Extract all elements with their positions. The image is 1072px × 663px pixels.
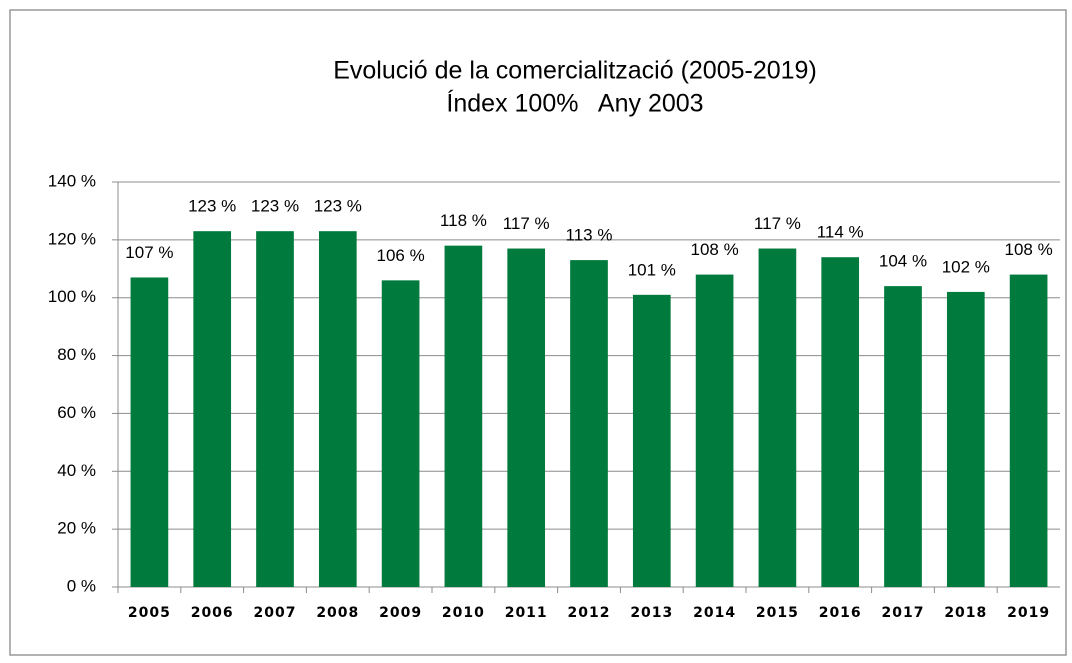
value-label: 117 % xyxy=(503,214,550,233)
value-label: 123 % xyxy=(251,197,299,216)
y-tick-label: 0 % xyxy=(67,576,96,595)
value-label: 114 % xyxy=(817,223,864,242)
chart-subtitle: Índex 100% Any 2003 xyxy=(446,89,703,118)
bar xyxy=(256,231,294,587)
value-label: 118 % xyxy=(440,211,487,230)
bar xyxy=(946,291,985,587)
bar xyxy=(444,245,483,587)
bar xyxy=(1009,274,1048,587)
x-tick-label: 2016 xyxy=(819,605,862,621)
x-tick-label: 2010 xyxy=(442,605,485,621)
x-tick-label: 2019 xyxy=(1007,605,1050,621)
bar xyxy=(695,274,734,587)
x-tick-label: 2018 xyxy=(944,605,987,621)
value-label: 104 % xyxy=(879,252,927,271)
bar xyxy=(507,248,546,588)
value-label: 123 % xyxy=(314,197,362,216)
bar xyxy=(130,277,169,587)
x-tick-label: 2009 xyxy=(379,605,422,621)
x-tick-label: 2017 xyxy=(882,605,925,621)
y-tick-label: 20 % xyxy=(57,519,96,538)
x-tick-label: 2014 xyxy=(693,605,736,621)
bar xyxy=(632,294,671,587)
bar xyxy=(821,257,860,587)
x-tick-label: 2012 xyxy=(568,605,611,621)
value-label: 101 % xyxy=(628,260,676,279)
x-tick-label: 2011 xyxy=(505,605,548,621)
bar xyxy=(570,260,608,587)
x-tick-label: 2008 xyxy=(316,605,359,621)
value-label: 123 % xyxy=(188,197,236,216)
x-tick-label: 2006 xyxy=(191,605,234,621)
x-tick-label: 2005 xyxy=(128,605,171,621)
x-tick-label: 2015 xyxy=(756,605,799,621)
chart-title: Evolució de la comercialització (2005-20… xyxy=(333,57,817,85)
y-tick-label: 120 % xyxy=(48,229,96,248)
value-label: 106 % xyxy=(376,246,424,265)
y-tick-label: 80 % xyxy=(57,345,96,364)
y-tick-label: 100 % xyxy=(48,287,96,306)
value-label: 117 % xyxy=(754,214,801,233)
x-tick-label: 2013 xyxy=(630,605,673,621)
x-tick-label: 2007 xyxy=(254,605,297,621)
bar xyxy=(884,286,922,587)
value-label: 108 % xyxy=(690,240,738,259)
bar xyxy=(758,248,797,588)
bar xyxy=(318,231,357,587)
bar xyxy=(193,231,232,587)
y-tick-label: 40 % xyxy=(57,461,96,480)
y-tick-label: 140 % xyxy=(48,171,96,190)
y-tick-label: 60 % xyxy=(57,403,96,422)
bar xyxy=(381,280,420,587)
value-label: 107 % xyxy=(125,243,173,262)
value-label: 102 % xyxy=(942,257,990,276)
value-label: 113 % xyxy=(566,226,613,245)
value-label: 108 % xyxy=(1004,240,1052,259)
